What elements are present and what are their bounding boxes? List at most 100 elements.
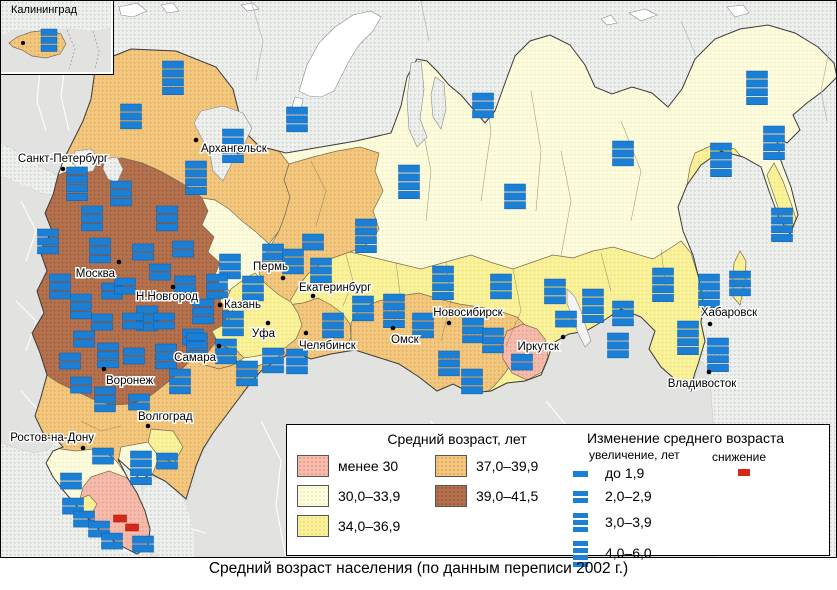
legend-increase-item: до 1,9 <box>573 465 652 481</box>
city-dot <box>560 334 566 340</box>
age-increase-marker <box>149 263 171 281</box>
legend-age-swatch <box>435 485 467 507</box>
legend-age-item-label: 37,0–39,9 <box>476 458 539 474</box>
gulfs-and-lakes <box>72 60 592 348</box>
city-label: Ростов-на-Дону <box>10 432 94 444</box>
age-increase-marker <box>544 278 566 305</box>
age-decrease-marker <box>125 523 139 532</box>
legend-decrease-swatch <box>738 469 750 476</box>
city-dot <box>390 325 396 331</box>
age-increase-marker <box>555 310 577 328</box>
legend-increase-item: 2,0–2,9 <box>573 488 652 504</box>
age-increase-marker <box>89 237 111 264</box>
city-label: Уфа <box>252 328 276 340</box>
legend-increase-stack <box>573 511 588 532</box>
age-increase-marker <box>222 128 244 163</box>
age-increase-marker <box>162 60 184 95</box>
age-increase-marker <box>352 295 374 322</box>
legend-increase-item: 4,0–6,0 <box>573 539 652 567</box>
age-increase-marker <box>771 207 793 242</box>
age-increase-marker <box>114 277 136 295</box>
legend-age-title: Средний возраст, лет <box>387 431 527 447</box>
age-increase-marker <box>215 338 237 365</box>
age-increase-marker <box>73 510 95 528</box>
legend-age-item: 37,0–39,9 <box>435 451 538 481</box>
age-increase-marker <box>412 312 434 339</box>
kaliningrad-age-marker <box>40 28 58 52</box>
legend-age-item: менее 30 <box>297 451 400 481</box>
city-label: Н.Новгород <box>136 291 198 303</box>
age-increase-marker <box>81 205 103 232</box>
legend-increase-item-label: 4,0–6,0 <box>605 545 652 561</box>
age-increase-marker <box>186 332 208 359</box>
age-increase-marker <box>97 342 119 369</box>
city-label: Волгоград <box>138 411 193 423</box>
age-increase-marker <box>156 205 178 232</box>
legend-increase-stack <box>573 539 588 567</box>
age-increase-marker <box>383 293 405 328</box>
city-label: Новосибирск <box>433 307 503 319</box>
legend-change-title: Изменение среднего возраста <box>587 430 785 446</box>
age-increase-marker <box>132 243 154 261</box>
age-increase-marker <box>286 106 308 133</box>
age-increase-marker <box>94 386 116 413</box>
age-increase-marker <box>120 103 142 130</box>
city-label: Самара <box>174 352 217 364</box>
age-increase-marker <box>101 532 123 550</box>
age-increase-marker <box>310 257 332 284</box>
age-increase-marker <box>322 312 344 339</box>
age-increase-marker <box>282 248 304 275</box>
novaya-zemlya <box>298 10 382 98</box>
legend-increase-items: до 1,9 2,0–2,9 3,0–3,9 4,0–6,0 <box>573 465 652 574</box>
age-increase-marker <box>729 270 751 297</box>
age-increase-marker <box>110 180 132 207</box>
russia-coastline <box>31 24 836 555</box>
city-labels: Санкт-Петербург Архангельск Москва Н.Новгор… <box>9 137 760 451</box>
taz-gulf <box>430 76 447 130</box>
age-increase-marker <box>219 253 241 280</box>
age-increase-marker <box>677 320 699 355</box>
age-increase-marker <box>169 368 191 395</box>
city-label: Хабаровск <box>701 307 758 319</box>
age-increase-marker <box>153 312 175 330</box>
city-dot <box>193 137 199 143</box>
map-title: Средний возраст населения (по данным пер… <box>208 560 629 577</box>
kaliningrad-city-dot <box>21 41 25 45</box>
age-increase-marker <box>73 330 95 348</box>
city-dot <box>80 445 86 451</box>
age-increase-marker <box>262 347 284 374</box>
age-increase-marker <box>746 70 768 105</box>
age-increase-marker <box>652 267 674 302</box>
city-label: Москва <box>76 268 116 280</box>
legend-increase-item-label: 2,0–2,9 <box>605 488 652 504</box>
age-increase-marker <box>59 352 81 370</box>
age-increase-marker <box>62 497 84 515</box>
city-label: Иркутск <box>518 341 560 353</box>
legend: Средний возраст, лет менее 30 30,0–33,9 34… <box>286 424 830 567</box>
age-increase-marker <box>490 273 512 300</box>
city-label: Челябинск <box>299 340 357 352</box>
city-dot <box>303 330 309 336</box>
wrangel-island <box>726 4 750 18</box>
age-increase-marker <box>438 350 460 377</box>
age-increase-marker <box>91 313 113 331</box>
age-increase-marker <box>763 125 785 160</box>
age-increase-marker <box>612 300 634 327</box>
age-increase-marker <box>66 166 88 201</box>
kaliningrad-inset: Калининград <box>0 0 114 75</box>
age-increase-marker <box>511 353 533 371</box>
lake-baikal <box>566 288 592 348</box>
city-dot <box>145 423 151 429</box>
age-increase-marker <box>70 293 92 320</box>
city-dot <box>116 259 122 265</box>
city-dot <box>707 321 713 327</box>
age-increase-marker <box>461 368 483 395</box>
age-increase-marker <box>49 273 71 300</box>
city-label: Архангельск <box>201 143 268 155</box>
city-label: Омск <box>391 334 420 346</box>
legend-age-item-label: менее 30 <box>338 458 399 474</box>
legend-age-item-label: 30,0–33,9 <box>338 488 401 504</box>
age-increase-marker <box>132 535 154 553</box>
legend-increase-label: увеличение, лет <box>589 448 680 462</box>
